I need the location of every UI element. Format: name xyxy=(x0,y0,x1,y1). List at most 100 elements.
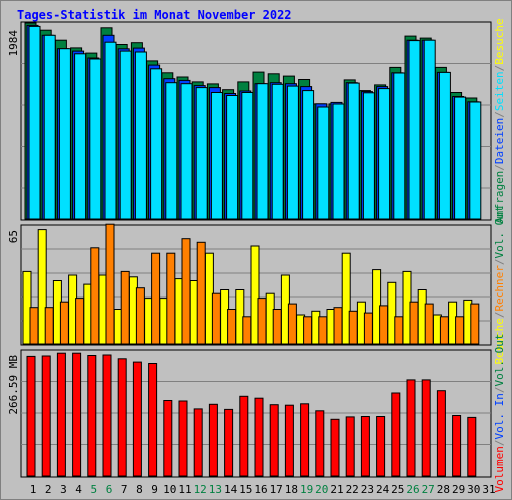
bar-seiten-day-4 xyxy=(74,53,87,220)
bar-volumen-day-9 xyxy=(148,363,158,477)
bar-rechner-day-25 xyxy=(394,316,404,345)
bar-rechner-day-8 xyxy=(135,287,145,345)
bar-volumen-day-20 xyxy=(315,410,325,477)
legend-entry: Vol. Out xyxy=(493,206,506,259)
bar-rechner-day-18 xyxy=(287,303,297,345)
x-tick-label: 16 xyxy=(254,483,267,496)
bar-seiten-day-14 xyxy=(226,95,239,220)
bar-seiten-day-21 xyxy=(332,103,345,220)
bar-rechner-day-11 xyxy=(181,238,191,345)
legend-entry: Dateien xyxy=(493,118,506,164)
bar-volumen-day-11 xyxy=(178,400,188,477)
bar-rechner-day-29 xyxy=(455,316,465,345)
bar-rechner-day-19 xyxy=(303,316,313,345)
bar-rechner-day-20 xyxy=(318,316,328,345)
legend-entry: Anfragen xyxy=(493,171,506,224)
legend-entry: Rechner xyxy=(493,265,506,312)
bar-volumen-day-12 xyxy=(193,408,203,477)
bar-rechner-day-26 xyxy=(409,301,419,345)
legend-entry: / xyxy=(493,311,506,318)
bar-seiten-day-5 xyxy=(89,58,102,220)
x-tick-label: 25 xyxy=(391,483,404,496)
bar-seiten-day-18 xyxy=(286,85,299,220)
bar-volumen-day-17 xyxy=(269,404,279,477)
bar-seiten-day-7 xyxy=(119,50,132,220)
bar-volumen-day-22 xyxy=(345,416,355,477)
bar-seiten-day-3 xyxy=(58,48,71,220)
bar-volumen-day-10 xyxy=(163,400,173,477)
legend-entry: / xyxy=(493,387,506,394)
y-max-label: 65 xyxy=(7,230,20,243)
bar-rechner-day-6 xyxy=(105,223,115,345)
bar-seiten-day-15 xyxy=(241,92,254,220)
bar-volumen-day-1 xyxy=(26,355,36,477)
bar-seiten-day-16 xyxy=(256,83,269,220)
x-tick-label: 24 xyxy=(376,483,390,496)
bar-seiten-day-9 xyxy=(150,68,163,220)
bar-volumen-day-2 xyxy=(41,355,51,477)
x-tick-label: 13 xyxy=(209,483,222,496)
bar-seiten-day-8 xyxy=(134,51,147,220)
bar-volumen-day-15 xyxy=(239,395,249,477)
bar-volumen-day-28 xyxy=(436,390,446,477)
bar-seiten-day-6 xyxy=(104,41,117,220)
bar-volumen-day-23 xyxy=(360,416,370,477)
y-max-label: 266.59 MB xyxy=(7,355,20,415)
bar-seiten-day-24 xyxy=(378,88,391,220)
bar-rechner-day-5 xyxy=(90,247,100,345)
x-tick-label: 17 xyxy=(270,483,283,496)
x-tick-label: 23 xyxy=(361,483,374,496)
bar-rechner-day-7 xyxy=(120,270,130,345)
bar-rechner-day-4 xyxy=(75,298,85,345)
bar-volumen-day-6 xyxy=(102,354,112,477)
bar-rechner-day-15 xyxy=(242,316,252,345)
bar-rechner-day-24 xyxy=(379,305,389,345)
bar-seiten-day-17 xyxy=(271,83,284,220)
bar-seiten-day-30 xyxy=(469,101,482,220)
bar-seiten-day-13 xyxy=(210,92,223,220)
bar-seiten-day-12 xyxy=(195,87,208,220)
bar-volumen-day-3 xyxy=(56,352,66,477)
bar-seiten-day-26 xyxy=(408,40,421,220)
bar-volumen-day-14 xyxy=(224,408,234,477)
bar-rechner-day-22 xyxy=(348,310,358,345)
bar-seiten-day-27 xyxy=(423,39,436,220)
x-tick-label: 12 xyxy=(194,483,207,496)
bar-volumen-day-5 xyxy=(87,355,97,477)
bar-besuche-day-22 xyxy=(341,252,351,345)
bar-rechner-day-12 xyxy=(196,241,206,345)
x-tick-label: 21 xyxy=(330,483,343,496)
bar-besuche-day-2 xyxy=(37,229,47,345)
x-tick-label: 10 xyxy=(163,483,176,496)
x-tick-label: 2 xyxy=(45,483,52,496)
legend-entry: / xyxy=(493,65,506,72)
bar-volumen-day-21 xyxy=(330,418,340,477)
x-tick-label: 26 xyxy=(406,483,419,496)
bar-seiten-day-1 xyxy=(28,25,41,220)
bar-seiten-day-10 xyxy=(165,82,178,220)
bar-seiten-day-29 xyxy=(454,96,467,220)
legend-entry: Vol. Out xyxy=(493,334,506,387)
bar-volumen-day-7 xyxy=(117,358,127,477)
x-tick-label: 29 xyxy=(452,483,465,496)
x-tick-label: 20 xyxy=(315,483,328,496)
bar-volumen-day-13 xyxy=(208,403,218,477)
x-tick-label: 4 xyxy=(75,483,82,496)
legend-entry: / xyxy=(493,259,506,266)
bar-rechner-day-27 xyxy=(424,303,434,345)
bar-seiten-day-23 xyxy=(362,92,375,220)
legend-entry: Seiten xyxy=(493,71,506,111)
bar-rechner-day-3 xyxy=(59,301,69,345)
bar-rechner-day-28 xyxy=(439,316,449,345)
x-tick-label: 18 xyxy=(285,483,298,496)
legend-entry: / xyxy=(493,164,506,171)
legend-entry: Vol. In xyxy=(493,393,506,439)
bar-besuche-day-16 xyxy=(250,245,260,345)
legend-entry: Volumen xyxy=(493,446,506,492)
bar-rechner-day-14 xyxy=(227,309,237,345)
bar-rechner-day-2 xyxy=(44,307,54,345)
legend-entry: Besuche xyxy=(493,18,506,64)
bar-volumen-day-18 xyxy=(284,404,294,477)
bar-seiten-day-22 xyxy=(347,82,360,220)
